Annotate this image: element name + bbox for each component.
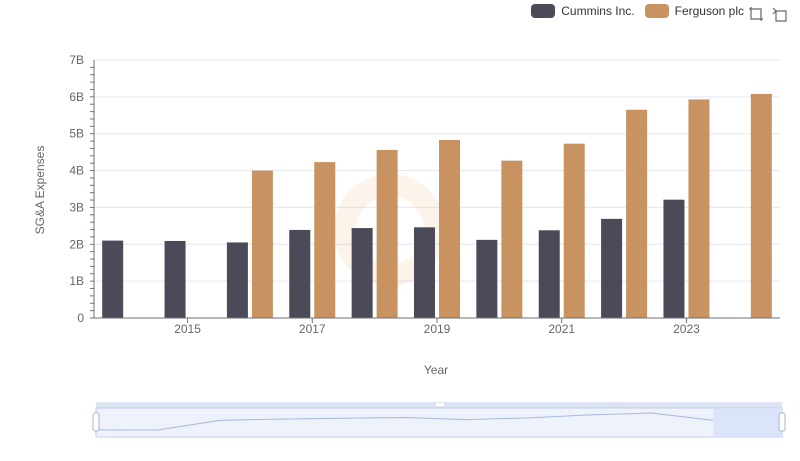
restore-icon[interactable] [772, 6, 788, 22]
zoom-icon[interactable] [748, 6, 764, 22]
zoom-handle-right[interactable] [778, 412, 786, 432]
bar-cummins[interactable] [226, 242, 248, 318]
x-axis-title: Year [424, 363, 448, 377]
bar-cummins[interactable] [538, 230, 560, 318]
bar-ferguson[interactable] [439, 139, 460, 318]
y-tick-label: 6B [69, 90, 84, 104]
bar-ferguson[interactable] [750, 93, 772, 318]
zoom-drag-grip[interactable] [436, 403, 444, 406]
toolbox [748, 6, 788, 22]
bar-ferguson[interactable] [501, 160, 523, 318]
x-tick-label: 2023 [673, 322, 700, 336]
bar-cummins[interactable] [601, 218, 623, 318]
bar-cummins[interactable] [102, 240, 124, 318]
bar-ferguson[interactable] [251, 170, 273, 318]
bars [102, 93, 772, 319]
bar-cummins[interactable] [476, 239, 498, 318]
y-tick-label: 7B [69, 53, 84, 67]
y-tick-label: 0 [77, 311, 84, 325]
zoom-preview-fill [713, 408, 782, 437]
y-tick-label: 1B [69, 274, 84, 288]
x-tick-label: 2019 [424, 322, 451, 336]
legend: Cummins Inc. Ferguson plc [531, 4, 744, 18]
legend-label-cummins: Cummins Inc. [561, 4, 635, 18]
zoom-preview-line [95, 412, 714, 431]
y-axis-title: SG&A Expenses [33, 146, 47, 235]
axes: 0 1B 2B 3B 4B 5B 6B 7B 2015 2017 2019 2021 2023 [69, 53, 780, 336]
legend-label-ferguson: Ferguson plc [674, 4, 744, 18]
bar-ferguson[interactable] [376, 149, 398, 318]
data-zoom-slider[interactable] [92, 402, 786, 438]
bar-cummins[interactable] [351, 228, 373, 318]
zoom-background[interactable] [95, 407, 783, 438]
legend-item-cummins[interactable]: Cummins Inc. [531, 4, 635, 18]
bar-cummins[interactable] [289, 229, 311, 318]
bar-cummins[interactable] [414, 227, 435, 318]
y-tick-label: 2B [69, 237, 84, 251]
bar-ferguson[interactable] [688, 99, 710, 319]
zoom-handle-left[interactable] [92, 412, 100, 432]
y-tick-label: 4B [69, 164, 84, 178]
y-tick-label: 3B [69, 200, 84, 214]
bar-ferguson[interactable] [563, 143, 585, 318]
legend-swatch-cummins [531, 4, 556, 18]
x-tick-label: 2017 [299, 322, 326, 336]
x-tick-label: 2015 [174, 322, 201, 336]
x-tick-label: 2021 [548, 322, 575, 336]
bar-ferguson[interactable] [626, 109, 648, 318]
y-tick-label: 5B [69, 127, 84, 141]
legend-item-ferguson[interactable]: Ferguson plc [644, 4, 744, 18]
bar-cummins[interactable] [663, 199, 685, 318]
legend-swatch-ferguson [644, 4, 669, 18]
bar-cummins[interactable] [164, 240, 186, 318]
bar-ferguson[interactable] [314, 162, 336, 318]
